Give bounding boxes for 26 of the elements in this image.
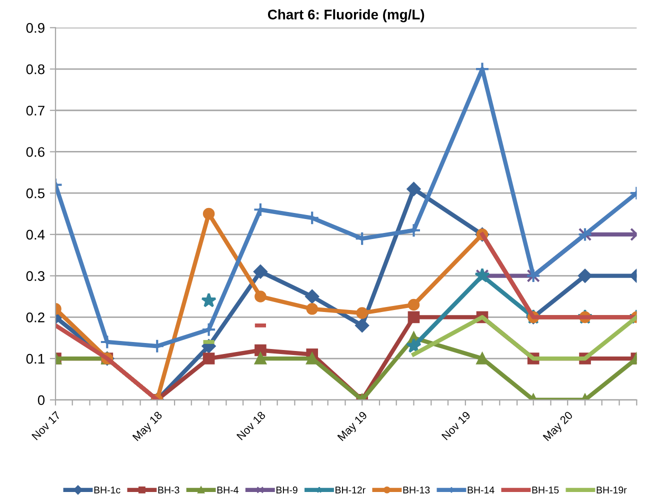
legend-label: BH-1c (94, 486, 120, 494)
chart-title: Chart 6: Fluoride (mg/L) (268, 9, 424, 22)
y-tick-label: 0.5 (26, 188, 45, 198)
y-tick-label: 0 (38, 395, 45, 406)
y-tick-label: 0.4 (26, 230, 45, 240)
y-tick-label: 0.6 (26, 147, 44, 157)
legend-label: BH-14 (468, 486, 494, 494)
x-tick-label: May 18 (132, 410, 164, 443)
y-tick-label: 0.1 (26, 354, 44, 364)
y-tick-label: 0.8 (26, 64, 44, 74)
y-tick-label: 0.7 (26, 106, 44, 116)
x-tick-label: Nov 19 (441, 410, 471, 440)
y-tick-label: 0.2 (26, 312, 44, 322)
legend-label: BH-19r (596, 486, 627, 494)
legend-label: BH-13 (403, 486, 430, 494)
x-tick-label: May 20 (542, 410, 575, 443)
y-tick-label: 0.9 (26, 23, 44, 33)
x-tick-label: May 19 (337, 410, 370, 443)
legend-label: BH-9 (276, 486, 298, 494)
y-tick-label: 0.3 (26, 271, 44, 281)
legend-label: BH-12r (336, 486, 366, 494)
x-tick-label: Nov 18 (236, 410, 266, 440)
x-tick-label: Nov 17 (32, 410, 61, 440)
legend-label: BH-4 (217, 486, 238, 494)
legend-label: BH-3 (158, 486, 180, 494)
legend-label: BH-15 (532, 486, 559, 494)
